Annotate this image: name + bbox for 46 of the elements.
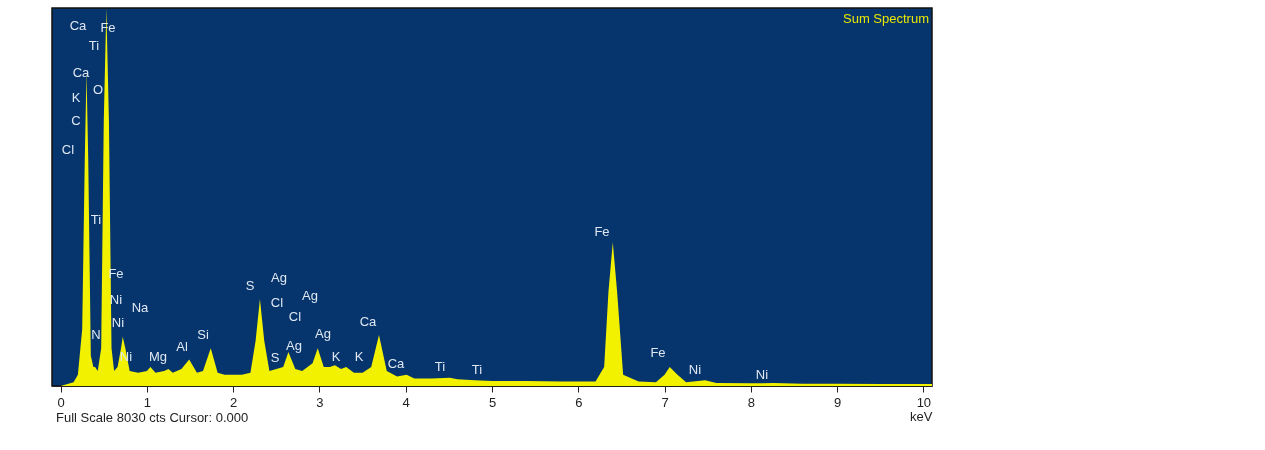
x-axis-title: keV: [910, 408, 933, 424]
annotation: Ca: [387, 356, 406, 371]
annotation: Fe: [594, 224, 610, 239]
annotation: Na: [131, 300, 150, 315]
x-tick-label: 7: [661, 394, 669, 410]
annotation: C: [71, 113, 81, 128]
annotation: Ni: [688, 362, 702, 377]
x-tick-label: 3: [316, 394, 324, 410]
annotation: S: [270, 350, 280, 365]
annotation: S: [245, 278, 255, 293]
annotation: Cl: [270, 295, 284, 310]
x-tick-label: 6: [575, 394, 583, 410]
annotation: Fe: [650, 345, 666, 360]
annotation: O: [92, 82, 104, 97]
x-tick-label: 10: [916, 394, 932, 410]
x-tick-label: 0: [57, 394, 65, 410]
annotation: Ti: [88, 38, 100, 53]
annotation: Ni: [111, 315, 125, 330]
annotation: Ag: [286, 338, 302, 353]
x-tick-label: 5: [488, 394, 497, 410]
annotation: Mg: [148, 349, 168, 364]
annotation: N: [91, 327, 101, 342]
annotation: Cl: [288, 309, 302, 324]
annotation: Ag: [302, 288, 318, 303]
annotation: Ti: [90, 212, 102, 227]
annotation: Ti: [434, 359, 446, 374]
annotation: Ca: [69, 18, 88, 33]
text: Full Scale 8030 cts Cursor: 0.000: [56, 410, 249, 425]
annotation: Ca: [72, 65, 91, 80]
x-tick-label: 2: [230, 394, 238, 410]
annotation: Si: [197, 327, 209, 342]
x-tick-label: 9: [833, 394, 842, 410]
x-tick-label: 4: [402, 394, 410, 410]
annotation: Cl: [61, 142, 75, 157]
annotation: K: [71, 90, 81, 105]
annotation: Ca: [359, 314, 378, 329]
x-tick-label: 8: [747, 394, 755, 410]
annotation: K: [354, 349, 364, 364]
annotation: Ag: [271, 270, 287, 285]
annotation: Al: [176, 339, 188, 354]
annotation: Ni: [755, 367, 769, 382]
x-tick-label: 1: [143, 394, 152, 410]
annotation: Ag: [315, 326, 331, 341]
chart-title: Sum Spectrum: [843, 11, 929, 26]
annotation: Ti: [471, 362, 483, 377]
annotation: K: [331, 349, 341, 364]
